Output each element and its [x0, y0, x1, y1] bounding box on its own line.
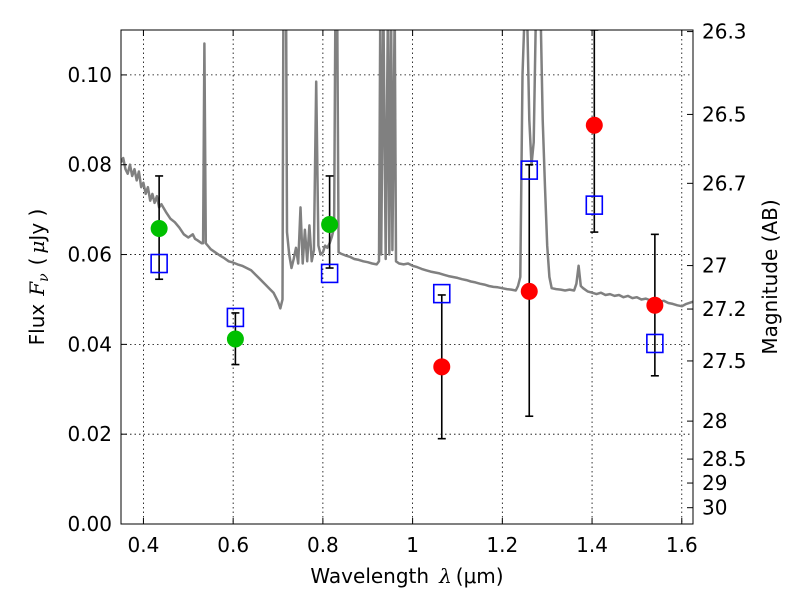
y-axis-label: FluxFν(μJy ) — [25, 209, 52, 346]
model-flux-square — [226, 307, 245, 328]
plot-background — [121, 30, 693, 524]
x-tick-label: 0.8 — [307, 533, 339, 557]
observed-flux-point-green — [226, 330, 244, 348]
observed-flux-point-red — [585, 116, 603, 134]
marker-layer — [150, 116, 664, 376]
y2-tick-label: 26.3 — [702, 20, 747, 44]
y-tick-label: 0.06 — [67, 243, 112, 267]
observed-flux-point-red — [646, 296, 664, 314]
y-tick-label: 0.04 — [67, 332, 112, 356]
model-flux-square — [520, 160, 539, 180]
x-tick-label: 0.6 — [217, 533, 249, 557]
y2-tick-label: 30 — [702, 496, 727, 520]
y-tick-label: 0.02 — [67, 422, 112, 446]
spectrum-layer — [121, 30, 693, 310]
x-axis-label: Wavelength λ (μm) — [310, 564, 503, 588]
y2-axis-label: Magnitude (AB) — [758, 199, 782, 354]
ticks: 0.4 0.6 0.8 1 1.2 1.4 1.6 0.00 0.02 0.04 0.06 0.08 0… — [67, 20, 746, 557]
plot-frame — [120, 29, 694, 525]
y-tick-label: 0.08 — [67, 153, 112, 177]
y2-tick-label: 26.7 — [702, 171, 747, 195]
model-flux-square — [150, 253, 168, 274]
observed-flux-point-green — [321, 215, 339, 233]
model-spectrum-line — [121, 30, 693, 310]
x-tick-label: 1.4 — [576, 533, 608, 557]
model-flux-square — [432, 283, 451, 304]
model-flux-square — [320, 263, 339, 284]
x-tick-label: 0.4 — [128, 533, 160, 557]
y2-tick-label: 27.5 — [702, 349, 747, 373]
y2-tick-label: 28.5 — [702, 447, 747, 471]
y2-tick-label: 27 — [702, 254, 727, 278]
y2-tick-label: 28 — [702, 409, 727, 433]
y-tick-label: 0.00 — [67, 512, 112, 536]
x-tick-label: 1 — [406, 533, 419, 557]
model-flux-square — [646, 333, 664, 354]
x-tick-label: 1.6 — [666, 533, 698, 557]
y2-tick-label: 29 — [702, 471, 727, 495]
x-tick-label: 1.2 — [486, 533, 518, 557]
y2-tick-label: 27.2 — [702, 297, 747, 321]
observed-flux-point-red — [520, 282, 538, 300]
y2-tick-label: 26.5 — [702, 102, 747, 126]
observed-flux-point-red — [433, 358, 451, 376]
model-flux-square — [585, 195, 604, 215]
observed-flux-point-green — [150, 219, 168, 237]
y-tick-label: 0.10 — [67, 63, 112, 87]
